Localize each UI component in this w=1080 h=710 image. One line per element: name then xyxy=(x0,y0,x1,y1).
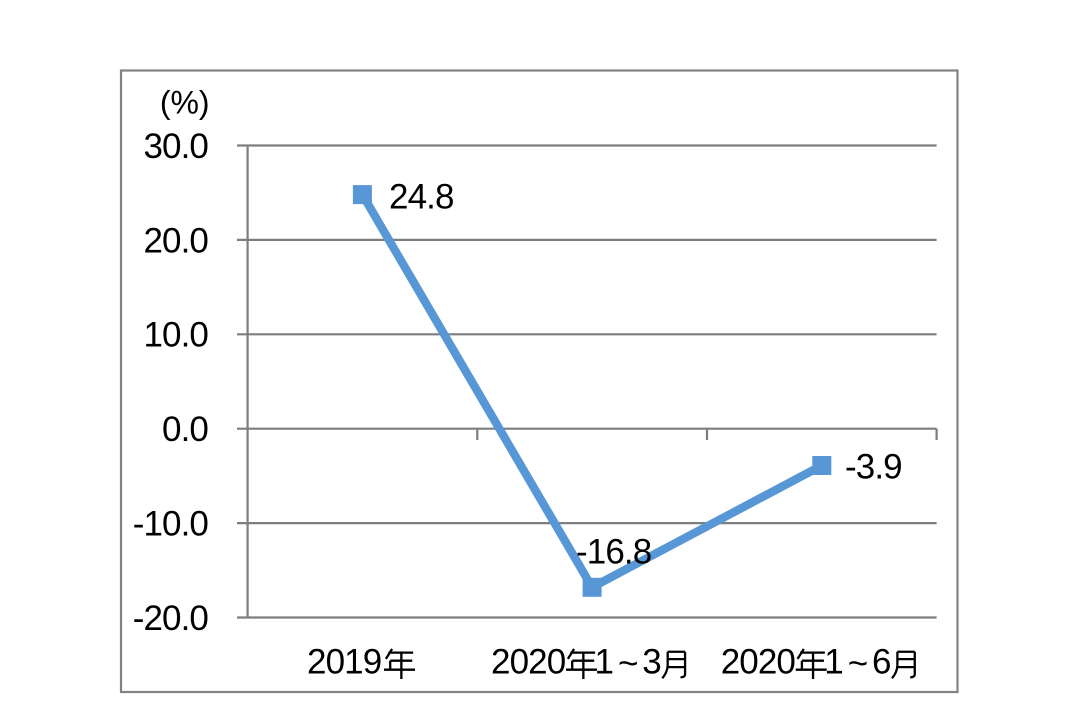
svg-text:2020: 2020 xyxy=(491,643,566,682)
svg-text:-10.0: -10.0 xyxy=(133,505,209,544)
svg-text:2019: 2019 xyxy=(307,643,381,682)
svg-text:2020: 2020 xyxy=(721,643,796,682)
svg-text:1: 1 xyxy=(595,643,614,682)
svg-text:20.0: 20.0 xyxy=(143,221,208,260)
svg-text:30.0: 30.0 xyxy=(143,127,208,166)
svg-text:(%): (%) xyxy=(160,85,210,121)
svg-text:-3.9: -3.9 xyxy=(845,448,902,487)
svg-text:1: 1 xyxy=(824,643,843,682)
svg-text:0.0: 0.0 xyxy=(162,410,208,449)
svg-text:3: 3 xyxy=(642,643,661,682)
svg-text:10.0: 10.0 xyxy=(143,316,208,355)
svg-text:-20.0: -20.0 xyxy=(133,599,209,638)
svg-text:6: 6 xyxy=(872,643,891,682)
svg-text:~: ~ xyxy=(848,644,868,683)
svg-text:-16.8: -16.8 xyxy=(576,533,651,572)
svg-text:24.8: 24.8 xyxy=(389,178,454,217)
svg-text:~: ~ xyxy=(618,644,638,683)
